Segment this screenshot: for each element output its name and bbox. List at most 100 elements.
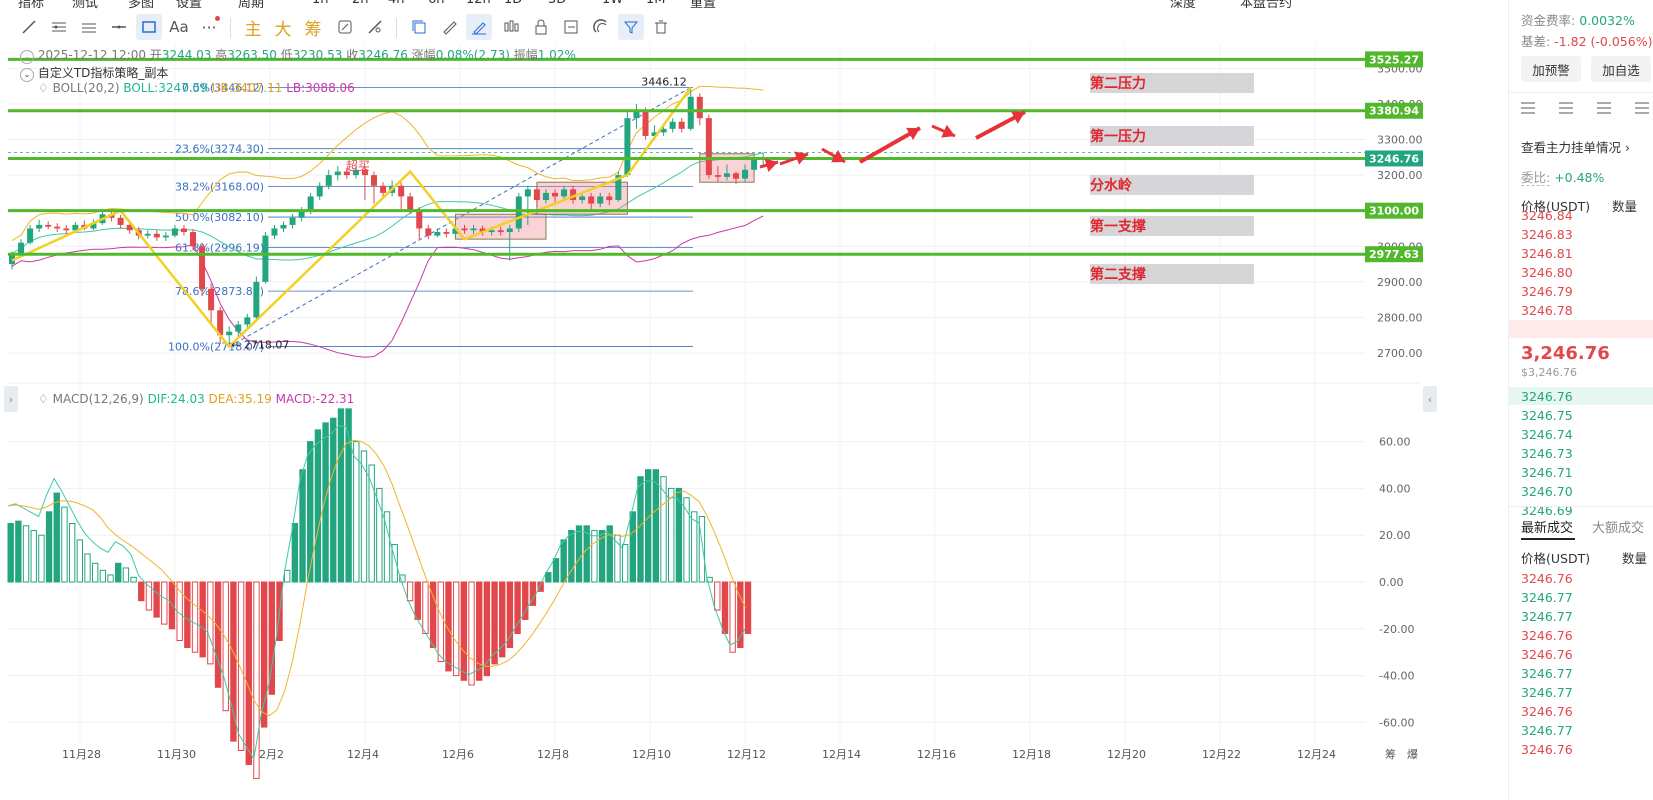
order-book-row[interactable]: 3246.75 xyxy=(1521,408,1573,423)
ratio-label: 委比: xyxy=(1521,170,1551,186)
add-alert-button[interactable]: 加预警 xyxy=(1521,56,1581,82)
toolbar-tab[interactable]: 3D xyxy=(548,0,566,7)
book-bids-icon[interactable] xyxy=(1559,101,1575,115)
filter-icon[interactable] xyxy=(618,14,644,40)
tab-big-trades[interactable]: 大额成交 xyxy=(1592,521,1645,536)
order-book-row[interactable]: 3246.70 xyxy=(1521,484,1573,499)
price-tag xyxy=(1365,51,1423,68)
candle-body xyxy=(334,171,341,176)
lock-icon[interactable] xyxy=(528,14,554,40)
order-book-row[interactable]: 3246.74 xyxy=(1521,427,1573,442)
note-icon[interactable] xyxy=(558,14,584,40)
book-asks-icon[interactable] xyxy=(1597,101,1613,115)
horizontal-line-tool-icon[interactable] xyxy=(106,14,132,40)
order-book-row[interactable]: 3246.73 xyxy=(1521,446,1573,461)
price-chart-svg[interactable]: 3500.003400.003300.003200.003100.003000.… xyxy=(0,44,1500,800)
toolbar-tab[interactable]: 1h xyxy=(312,0,329,7)
trend-line-tool-icon[interactable] xyxy=(16,14,42,40)
toolbar-tab[interactable]: 深度 xyxy=(1170,0,1197,11)
toolbar-tab[interactable]: 指标 xyxy=(18,0,45,11)
chips-button[interactable]: 筹 xyxy=(304,19,322,40)
boll-mid-value: BOLL:3247.59 xyxy=(123,81,208,95)
toolbar-tab[interactable]: 1W xyxy=(602,0,623,7)
candle-body xyxy=(579,196,586,201)
close-label: 收 xyxy=(346,48,359,62)
toolbar-tab[interactable]: 12h xyxy=(466,0,491,7)
macd-dea-line xyxy=(7,439,746,717)
sidebar-collapse-button[interactable]: ‹ xyxy=(1423,386,1437,412)
boll-legend[interactable]: ♢ BOLL(20,2) BOLL:3247.59 UB:3407.11 LB:… xyxy=(38,81,355,95)
book-both-icon[interactable] xyxy=(1521,101,1537,115)
chart-area[interactable]: 3500.003400.003300.003200.003100.003000.… xyxy=(0,44,1500,800)
order-book-row[interactable]: 3246.84 xyxy=(1521,208,1573,223)
toolbar-tab[interactable]: 2h xyxy=(352,0,369,7)
edit-icon[interactable] xyxy=(332,14,358,40)
toolbar-tab[interactable]: 1D xyxy=(504,0,522,7)
macd-histogram-bar xyxy=(652,469,660,583)
main-indicator-button[interactable]: 主 xyxy=(244,19,262,40)
projection-arrow-head xyxy=(794,151,808,165)
macd-histogram-bar xyxy=(268,581,276,695)
fib-lines-tool-icon[interactable] xyxy=(46,14,72,40)
depth-link[interactable]: 查看主力挂单情况 › xyxy=(1521,137,1630,156)
highlighter-icon[interactable] xyxy=(466,14,492,40)
boll-ub-value: UB:3407.11 xyxy=(211,81,283,95)
candle-body xyxy=(398,185,405,197)
macd-legend[interactable]: ♢ MACD(12,26,9) DIF:24.03 DEA:35.19 MACD… xyxy=(38,392,354,406)
book-qty-header: 数量 xyxy=(1612,199,1638,214)
macd-histogram-bar xyxy=(660,476,667,583)
order-book-row[interactable]: 3246.78 xyxy=(1521,303,1573,318)
toolbar-tab[interactable]: 重置 xyxy=(690,0,717,11)
bell-icon: ♢ xyxy=(38,81,49,95)
high-value: 3263.50 xyxy=(227,48,277,62)
copy-icon[interactable] xyxy=(406,14,432,40)
measure-icon[interactable] xyxy=(362,14,388,40)
trade-row: 3246.76 xyxy=(1521,647,1573,662)
order-book-row[interactable]: 3246.83 xyxy=(1521,227,1573,242)
date-axis-label: 12月20 xyxy=(1107,748,1146,761)
candle-body xyxy=(416,210,423,229)
date-axis-label: 11月28 xyxy=(62,748,101,761)
collapse-arrow-icon[interactable]: ⌄ xyxy=(20,68,34,82)
toolbar-tab[interactable]: 4h xyxy=(388,0,405,7)
magnet-icon[interactable] xyxy=(588,14,614,40)
add-watchlist-button[interactable]: 加自选 xyxy=(1591,56,1651,82)
candles-icon[interactable] xyxy=(498,14,524,40)
toolbar-tab[interactable]: 多图 xyxy=(128,0,155,11)
toolbar-tab[interactable]: 设置 xyxy=(176,0,203,11)
more-tools-icon[interactable]: ··· xyxy=(196,14,222,40)
pencil-icon[interactable] xyxy=(436,14,462,40)
macd-histogram-bar xyxy=(429,581,437,649)
order-book-row[interactable]: 3246.81 xyxy=(1521,246,1573,261)
big-order-button[interactable]: 大 xyxy=(274,19,292,40)
toolbar-tab[interactable]: 周期 xyxy=(238,0,265,11)
order-book-row[interactable]: 3246.71 xyxy=(1521,465,1573,480)
text-tool-icon[interactable]: Aa xyxy=(169,18,189,36)
toolbar-tab[interactable]: 测试 xyxy=(72,0,99,11)
strategy-legend[interactable]: ⌄ 自定义TD指标策略_副本 xyxy=(20,64,168,82)
trade-row: 3246.77 xyxy=(1521,723,1573,738)
parallel-channel-tool-icon[interactable] xyxy=(76,14,102,40)
delete-icon[interactable] xyxy=(648,14,674,40)
macd-histogram-bar xyxy=(107,574,114,583)
trade-row: 3246.76 xyxy=(1521,628,1573,643)
open-label: 开 xyxy=(149,48,162,62)
collapse-arrow-icon[interactable]: ⌄ xyxy=(20,50,34,64)
order-book-row[interactable]: 3246.80 xyxy=(1521,265,1573,280)
macd-histogram-bar xyxy=(598,530,606,583)
order-book-row[interactable]: 3246.76 xyxy=(1521,389,1573,404)
macd-histogram-bar xyxy=(721,581,729,634)
macd-axis-label: -40.00 xyxy=(1379,670,1414,683)
macd-histogram-bar xyxy=(514,581,521,634)
macd-histogram-bar xyxy=(76,539,83,583)
high-label: 高 xyxy=(215,48,228,62)
order-book-row[interactable]: 3246.79 xyxy=(1521,284,1573,299)
macd-histogram-bar xyxy=(729,581,736,653)
macd-collapse-button[interactable]: › xyxy=(4,386,18,412)
toolbar-tab[interactable]: 1M xyxy=(646,0,666,7)
rectangle-tool-icon[interactable] xyxy=(136,14,162,40)
toolbar-tab[interactable]: 本盘合约 xyxy=(1240,0,1293,11)
tab-latest-trades[interactable]: 最新成交 xyxy=(1521,521,1574,536)
toolbar-tab[interactable]: 6h xyxy=(428,0,445,7)
book-list-icon[interactable] xyxy=(1635,101,1651,115)
